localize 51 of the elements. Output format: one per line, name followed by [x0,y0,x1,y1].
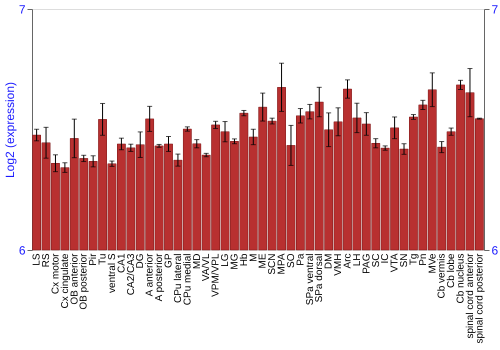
x-tick-label: ventral S [106,253,118,293]
x-tick-label: CPu medial [182,254,194,306]
x-tick-label: spinal cord posterior [474,252,486,344]
x-tick-label: CA1 [116,253,128,273]
x-tick-label: VTA [390,253,401,272]
x-tick-label: OB posterior [78,252,90,310]
x-tick-label: VPM/VPL [210,253,222,297]
x-tick-label: M [248,254,260,262]
x-tick-label: spinal cord anterior [464,252,476,339]
x-tick-label: Cx motor [50,252,62,294]
x-tick-label: RS [41,253,52,268]
x-tick-label: MPA [276,253,288,274]
y2-tick-label: 6 [492,244,498,258]
x-tick-label: PAG [361,253,372,274]
x-tick-label: MG [229,253,240,270]
x-tick-label: SN [399,254,410,268]
x-tick-label: SO [286,253,297,268]
x-tick-label: DM [324,254,335,270]
x-tick-label: IC [380,254,392,264]
x-tick-label: LS [32,253,43,266]
x-tick-label: DG [135,253,146,268]
x-tick-label: CPu lateral [172,254,184,303]
x-tick-label: Cb lobe [446,253,458,288]
x-tick-label: VA/VL [201,253,212,282]
x-tick-label: SPa dorsal [314,254,326,302]
x-tick-label: Hb [238,253,250,266]
y-axis-title: Log2 (expression) [2,82,17,178]
x-tick-label: Pir [88,252,100,266]
x-tick-label: A anterior [144,252,156,296]
x-tick-label: MD [192,254,203,270]
x-tick-label: ME [258,253,269,268]
x-tick-label: CA2/CA3 [126,253,137,296]
x-tick-label: Pa [295,253,306,266]
x-tick-label: SCN [267,254,278,275]
x-tick-label: A posterior [154,252,166,302]
x-tick-label: OB anterior [69,252,80,305]
x-tick-label: Arc [342,254,354,268]
x-tick-label: Tu [98,254,109,265]
x-tick-label: SPa ventral [304,254,316,306]
x-tick-label: VMH [333,254,344,276]
y2-tick-label: 7 [492,2,498,16]
x-tick-label: LH [352,254,363,266]
x-tick-label: Tg [408,254,420,266]
x-tick-label: Pn [418,254,429,266]
x-tick-label: SC [370,254,382,268]
x-tick-label: MVe [427,253,438,274]
x-tick-label: Cb nucleus [456,254,467,304]
x-tick-label: LG [220,253,232,267]
x-tick-label: GP [164,253,175,268]
x-tick-label: Cb vermis [436,254,448,299]
x-tick-label: Cx cingulate [60,253,71,309]
